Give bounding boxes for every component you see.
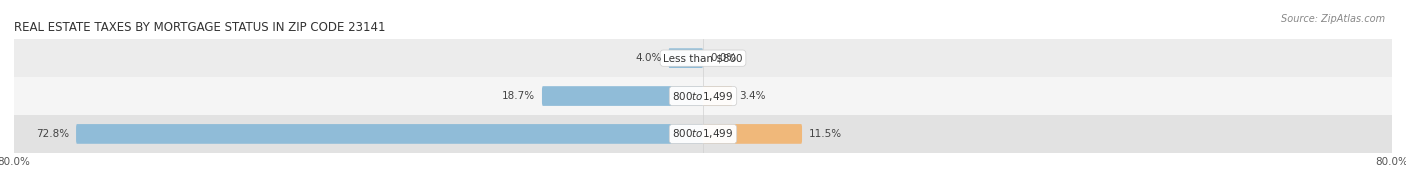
Text: 0.0%: 0.0% xyxy=(710,53,737,63)
Bar xyxy=(14,115,1392,153)
Text: $800 to $1,499: $800 to $1,499 xyxy=(672,90,734,103)
Text: REAL ESTATE TAXES BY MORTGAGE STATUS IN ZIP CODE 23141: REAL ESTATE TAXES BY MORTGAGE STATUS IN … xyxy=(14,21,385,34)
Bar xyxy=(14,39,1392,77)
FancyBboxPatch shape xyxy=(703,86,733,106)
Text: 18.7%: 18.7% xyxy=(502,91,536,101)
Bar xyxy=(14,77,1392,115)
FancyBboxPatch shape xyxy=(541,86,703,106)
FancyBboxPatch shape xyxy=(703,124,801,144)
Text: 4.0%: 4.0% xyxy=(636,53,662,63)
Text: 3.4%: 3.4% xyxy=(740,91,766,101)
Text: Source: ZipAtlas.com: Source: ZipAtlas.com xyxy=(1281,14,1385,24)
Text: 72.8%: 72.8% xyxy=(37,129,69,139)
Text: Less than $800: Less than $800 xyxy=(664,53,742,63)
FancyBboxPatch shape xyxy=(669,48,703,68)
Text: 11.5%: 11.5% xyxy=(808,129,842,139)
Text: $800 to $1,499: $800 to $1,499 xyxy=(672,127,734,140)
FancyBboxPatch shape xyxy=(76,124,703,144)
